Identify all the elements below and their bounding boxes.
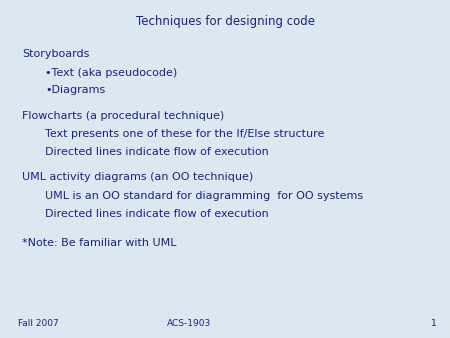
Text: Techniques for designing code: Techniques for designing code bbox=[135, 15, 315, 28]
Text: Flowcharts (a procedural technique): Flowcharts (a procedural technique) bbox=[22, 111, 225, 121]
Text: Directed lines indicate flow of execution: Directed lines indicate flow of executio… bbox=[45, 209, 269, 219]
Text: 1: 1 bbox=[431, 319, 436, 328]
Text: Fall 2007: Fall 2007 bbox=[18, 319, 59, 328]
Text: *Note: Be familiar with UML: *Note: Be familiar with UML bbox=[22, 238, 177, 248]
Text: UML activity diagrams (an OO technique): UML activity diagrams (an OO technique) bbox=[22, 172, 254, 183]
Text: UML is an OO standard for diagramming  for OO systems: UML is an OO standard for diagramming fo… bbox=[45, 191, 363, 201]
Text: •Text (aka pseudocode): •Text (aka pseudocode) bbox=[45, 68, 177, 78]
Text: Directed lines indicate flow of execution: Directed lines indicate flow of executio… bbox=[45, 147, 269, 157]
Text: Text presents one of these for the If/Else structure: Text presents one of these for the If/El… bbox=[45, 129, 324, 139]
Text: •Diagrams: •Diagrams bbox=[45, 85, 105, 95]
Text: ACS-1903: ACS-1903 bbox=[167, 319, 211, 328]
Text: Storyboards: Storyboards bbox=[22, 49, 90, 59]
